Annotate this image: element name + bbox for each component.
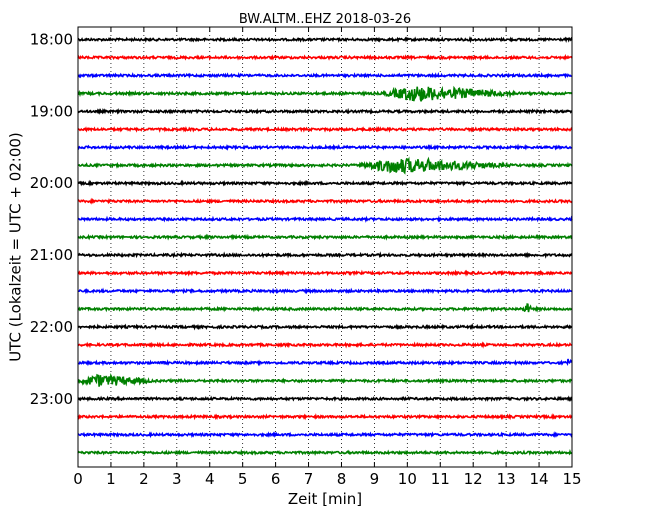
y-tick-label: 22:00 <box>30 318 73 336</box>
x-tick-label: 3 <box>172 470 182 488</box>
x-tick-label: 7 <box>304 470 314 488</box>
x-tick-label: 6 <box>271 470 281 488</box>
x-tick-label: 9 <box>370 470 380 488</box>
x-tick-label: 11 <box>431 470 450 488</box>
trace-line <box>77 323 573 331</box>
trace-line <box>77 215 573 223</box>
x-tick-label: 2 <box>139 470 149 488</box>
trace-line <box>77 269 573 277</box>
plot-frame <box>77 26 573 468</box>
trace-line <box>77 197 573 205</box>
trace-line <box>77 431 573 439</box>
trace-line <box>77 251 573 259</box>
y-axis-label: UTC (Lokalzeit = UTC + 02:00) <box>7 132 25 362</box>
x-tick-label: 4 <box>205 470 215 488</box>
trace-line <box>77 85 573 102</box>
trace-line <box>78 107 573 115</box>
trace-line <box>77 53 573 62</box>
trace-line <box>77 413 573 421</box>
trace-line <box>77 358 573 367</box>
trace-line <box>77 36 573 44</box>
trace-lines <box>77 36 573 457</box>
y-tick-label: 18:00 <box>30 31 73 49</box>
trace-line <box>77 303 573 313</box>
x-tick-label: 5 <box>238 470 248 488</box>
chart-title: BW.ALTM..EHZ 2018-03-26 <box>239 12 411 27</box>
trace-line <box>77 179 573 187</box>
trace-line <box>77 125 573 133</box>
grid-lines <box>110 27 540 467</box>
x-tick-label: 12 <box>464 470 483 488</box>
trace-line <box>77 395 573 402</box>
trace-line <box>77 448 573 457</box>
trace-line <box>77 71 572 79</box>
trace-line <box>77 372 573 387</box>
x-tick-label: 14 <box>530 470 549 488</box>
trace-line <box>77 156 573 175</box>
trace-line <box>77 143 573 152</box>
trace-line <box>77 287 573 295</box>
y-tick-label: 23:00 <box>30 390 73 408</box>
x-tick-label: 8 <box>337 470 347 488</box>
x-tick-label: 13 <box>497 470 516 488</box>
axis-ticks: 0 1 2 3 4 5 6 7 8 9 10 11 12 13 14 1518:0019:0020:0021:… <box>30 27 582 488</box>
trace-line <box>77 341 573 349</box>
x-tick-label: 10 <box>398 470 417 488</box>
y-tick-label: 21:00 <box>30 246 73 264</box>
x-axis-label: Zeit [min] <box>288 490 362 508</box>
y-tick-label: 20:00 <box>30 174 73 192</box>
x-tick-label: 15 <box>562 470 581 488</box>
x-tick-label: 0 <box>73 470 83 488</box>
trace-line <box>77 233 573 241</box>
x-tick-label: 1 <box>106 470 116 488</box>
y-tick-label: 19:00 <box>30 102 73 120</box>
